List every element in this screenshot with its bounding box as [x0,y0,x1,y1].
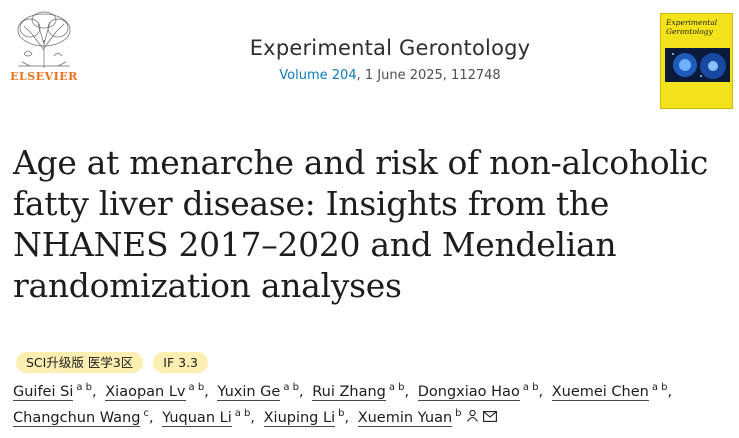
author-affiliation: b [338,408,345,420]
author-affiliation: a b [76,382,93,394]
author-name[interactable]: Rui Zhang [312,384,386,401]
author-item[interactable]: Xiaopan Lv a b [105,382,205,401]
author-affiliation: a b [522,382,539,394]
author-name[interactable]: Yuxin Ge [217,384,281,401]
journal-cover-thumbnail[interactable]: Experimental Gerontology [660,13,733,109]
person-icon[interactable] [466,405,479,431]
author-affiliation: a b [234,408,251,420]
author-separator: , [344,410,350,426]
cover-title: Experimental Gerontology [666,18,718,36]
volume-link[interactable]: Volume 204 [279,68,357,83]
badges: SCI升级版 医学3区 IF 3.3 [16,352,209,373]
author-name[interactable]: Xiaopan Lv [105,384,186,401]
elsevier-tree-logo[interactable] [10,10,78,90]
author-name[interactable]: Xuemin Yuan [357,410,453,427]
article-title-line1: Age at menarche and risk of non-alcoholi… [13,143,709,182]
author-name[interactable]: Xiuping Li [263,410,336,427]
author-item[interactable]: Xuemei Chen a b [551,382,668,401]
author-separator: , [92,384,97,400]
author-item[interactable]: Xiuping Li b [263,408,345,427]
author-name[interactable]: Yuquan Li [162,410,232,427]
author-affiliation: c [143,408,149,420]
author-separator: , [299,384,304,400]
cover-title-line1: Experimental [666,18,718,27]
author-separator: , [404,384,410,400]
author-separator: , [204,384,209,400]
author-separator: , [250,410,255,426]
author-item[interactable]: Dongxiao Hao a b [417,382,539,401]
email-icon[interactable] [482,405,497,431]
author-item[interactable]: Rui Zhang a b [312,382,405,401]
author-separator: , [667,384,673,400]
author-item[interactable]: Xuemin Yuan b [357,408,497,427]
author-item[interactable]: Yuxin Ge a b [217,382,299,401]
article-title-line2: fatty liver disease: Insights from the [13,184,610,223]
author-item[interactable]: Changchun Wang c [13,408,149,427]
author-affiliation: b [455,408,462,420]
author-separator: , [538,384,544,400]
issue-details: , 1 June 2025, 112748 [356,68,501,83]
cover-title-line2: Gerontology [666,26,713,36]
author-list: Guifei Si a b, Xiaopan Lv a b, Yuxin Ge a b… [13,379,723,431]
article-title: Age at menarche and risk of non-alcoholi… [13,142,713,306]
sci-ranking-badge[interactable]: SCI升级版 医学3区 [16,352,144,373]
author-item[interactable]: Yuquan Li a b [162,408,251,427]
author-item[interactable]: Guifei Si a b [13,382,93,401]
author-name[interactable]: Changchun Wang [13,410,141,427]
author-affiliation: a b [188,382,205,394]
author-separator: , [148,410,154,426]
journal-issue: Volume 204, 1 June 2025, 112748 [140,68,640,83]
cover-image [665,48,730,82]
journal-title[interactable]: Experimental Gerontology [249,36,531,60]
article-title-line3: NHANES 2017–2020 and Mendelian [13,225,617,264]
impact-factor-badge[interactable]: IF 3.3 [153,352,209,373]
author-name[interactable]: Dongxiao Hao [417,384,520,401]
author-name[interactable]: Xuemei Chen [551,384,649,401]
author-affiliation: a b [651,382,668,394]
article-title-line4: randomization analyses [13,266,402,305]
journal-header: Experimental Gerontology Volume 204, 1 J… [140,36,640,83]
author-affiliation: a b [283,382,299,394]
author-name[interactable]: Guifei Si [13,384,74,401]
author-affiliation: a b [388,382,405,394]
publisher-name: ELSEVIER [10,70,78,83]
